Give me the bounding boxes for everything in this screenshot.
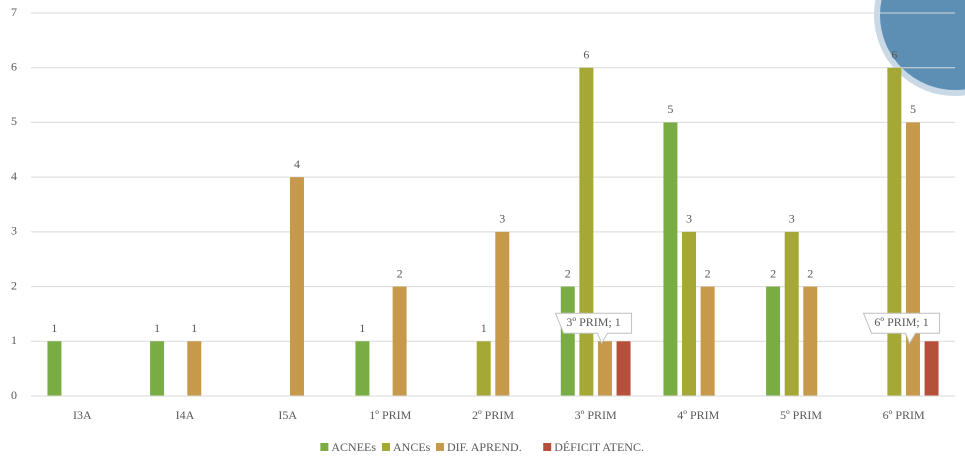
data-label: 2 <box>705 266 711 280</box>
y-tick-label: 4 <box>11 169 17 183</box>
data-label: 2 <box>807 266 813 280</box>
bar <box>784 231 799 396</box>
x-tick-label: I3A <box>73 408 92 422</box>
bar <box>924 341 939 396</box>
bar <box>682 231 697 396</box>
bar <box>803 286 818 396</box>
x-tick-label: 1º PRIM <box>369 408 411 422</box>
data-label: 1 <box>154 321 160 335</box>
bar <box>560 286 575 396</box>
x-tick-label: 2º PRIM <box>472 408 514 422</box>
bar <box>476 341 491 396</box>
data-label: 1 <box>51 321 57 335</box>
data-label: 3 <box>499 212 505 226</box>
bar <box>905 122 920 396</box>
data-label: 2 <box>565 266 571 280</box>
data-label: 6 <box>583 47 589 61</box>
legend-label: ACNEEs <box>331 440 376 454</box>
legend-swatch <box>436 443 444 451</box>
legend-label: DIF. APREND. <box>447 440 522 454</box>
legend-swatch <box>543 443 552 451</box>
bar <box>597 341 612 396</box>
y-tick-label: 0 <box>11 388 17 402</box>
bar <box>579 67 594 396</box>
callout-box <box>554 312 633 345</box>
data-label: 1 <box>481 321 487 335</box>
y-tick-label: 6 <box>11 59 17 73</box>
data-label: 2 <box>770 266 776 280</box>
callout-label: 6º PRIM; 1 <box>874 315 928 329</box>
decor-photo-rim <box>874 0 965 96</box>
data-label: 1 <box>359 321 365 335</box>
x-tick-label: I5A <box>278 408 297 422</box>
x-tick-label: 6º PRIM <box>883 408 925 422</box>
bar <box>47 341 62 396</box>
bar <box>766 286 781 396</box>
y-tick-label: 2 <box>11 278 17 292</box>
data-label: 2 <box>397 266 403 280</box>
callout-label: 3º PRIM; 1 <box>566 315 620 329</box>
legend-swatch <box>320 443 329 451</box>
x-tick-label: 3º PRIM <box>575 408 617 422</box>
bar <box>887 67 902 396</box>
bar <box>289 177 304 396</box>
bar <box>663 122 678 396</box>
data-label: 3 <box>789 212 795 226</box>
legend-label: ANCEs <box>393 440 431 454</box>
y-tick-label: 1 <box>11 333 17 347</box>
data-label: 5 <box>667 102 673 116</box>
data-label: 6 <box>891 47 897 61</box>
data-label: 3 <box>686 212 692 226</box>
x-tick-label: 4º PRIM <box>677 408 719 422</box>
bar <box>616 341 631 396</box>
data-label: 4 <box>294 157 300 171</box>
callout-box <box>862 312 941 345</box>
y-tick-label: 7 <box>11 5 17 19</box>
bar <box>700 286 715 396</box>
legend-swatch <box>382 443 390 451</box>
bar <box>355 341 370 396</box>
legend-label: DÉFICIT ATENC. <box>554 440 644 454</box>
bar <box>150 341 165 396</box>
x-tick-label: I4A <box>176 408 195 422</box>
data-label: 1 <box>191 321 197 335</box>
y-tick-label: 5 <box>11 114 17 128</box>
x-tick-label: 5º PRIM <box>780 408 822 422</box>
y-tick-label: 3 <box>11 224 17 238</box>
decor-photo <box>877 0 965 93</box>
data-label: 5 <box>910 102 916 116</box>
bar <box>187 341 202 396</box>
bar <box>392 286 407 396</box>
bar <box>495 231 510 396</box>
